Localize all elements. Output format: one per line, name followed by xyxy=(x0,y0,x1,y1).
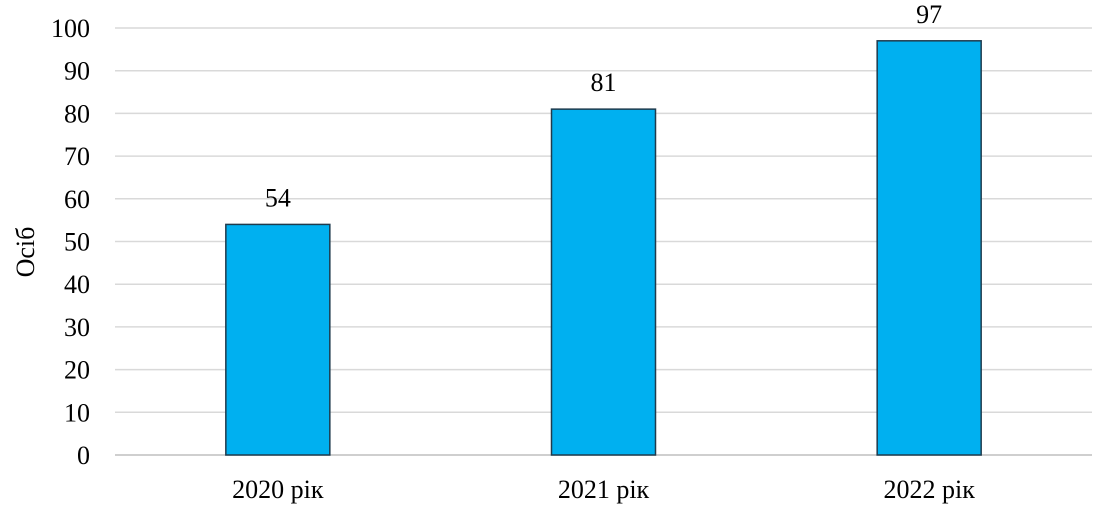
y-tick-label: 80 xyxy=(64,99,90,128)
bar-1 xyxy=(225,223,331,456)
bar-2 xyxy=(550,108,657,456)
bar-3 xyxy=(876,40,982,456)
y-tick-label: 0 xyxy=(77,441,90,470)
data-label: 54 xyxy=(265,183,291,212)
y-tick-label: 10 xyxy=(64,398,90,427)
bars xyxy=(225,40,982,456)
y-tick-label: 20 xyxy=(64,356,90,385)
x-tick-label: 2022 рік xyxy=(883,475,975,504)
y-axis-ticks: 0 10 20 30 40 50 60 70 80 90 100 xyxy=(51,14,90,470)
data-label: 81 xyxy=(591,68,617,97)
y-axis-title: Осіб xyxy=(11,227,40,278)
y-tick-label: 40 xyxy=(64,270,90,299)
data-label: 97 xyxy=(916,0,942,29)
y-tick-label: 100 xyxy=(51,14,90,43)
y-tick-label: 30 xyxy=(64,313,90,342)
y-tick-label: 60 xyxy=(64,185,90,214)
x-tick-label: 2021 рік xyxy=(558,475,650,504)
x-axis-ticks: 2020 рік 2021 рік 2022 рік xyxy=(232,475,975,504)
data-labels: 54 81 97 xyxy=(265,0,942,212)
y-tick-label: 50 xyxy=(64,228,90,257)
y-tick-label: 70 xyxy=(64,142,90,171)
y-tick-label: 90 xyxy=(64,57,90,86)
x-tick-label: 2020 рік xyxy=(232,475,324,504)
